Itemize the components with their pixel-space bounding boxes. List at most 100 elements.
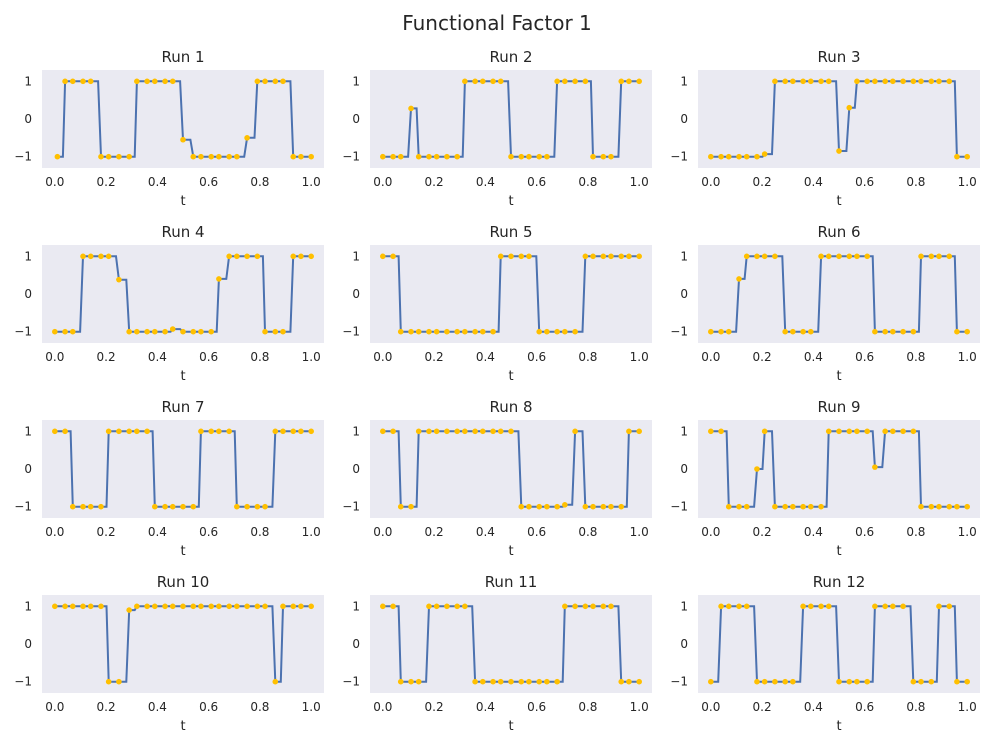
data-point: [162, 78, 168, 85]
data-point: [736, 153, 742, 160]
data-point: [964, 678, 970, 685]
data-point: [380, 428, 386, 435]
data-point: [490, 678, 496, 685]
x-tick-label: 0.8: [578, 350, 597, 364]
x-tick-label: 0.4: [476, 350, 495, 364]
data-point: [144, 428, 150, 435]
x-tick-label: 0.2: [753, 350, 772, 364]
data-point: [308, 603, 314, 610]
data-point: [808, 78, 814, 85]
data-point: [280, 328, 286, 335]
data-point: [144, 328, 150, 335]
data-point: [900, 428, 906, 435]
y-tick-label: 0: [680, 112, 688, 126]
data-point: [536, 328, 542, 335]
x-tick-label: 0.8: [906, 350, 925, 364]
data-point: [608, 503, 614, 510]
data-point: [462, 428, 468, 435]
panel-title: Run 7: [161, 398, 204, 416]
data-point: [562, 78, 568, 85]
data-point: [415, 428, 422, 435]
data-point: [54, 153, 61, 160]
data-point: [518, 253, 525, 260]
data-point: [426, 328, 432, 335]
data-point: [846, 104, 853, 111]
x-tick-label: 1.0: [302, 525, 321, 539]
y-tick-label: −1: [14, 675, 32, 689]
plot-area: [42, 245, 324, 343]
data-point: [152, 328, 158, 335]
data-point: [618, 678, 625, 685]
data-point: [180, 136, 186, 143]
data-point: [397, 678, 404, 685]
y-tick-label: 0: [352, 112, 360, 126]
data-point: [846, 678, 853, 685]
data-point: [216, 428, 222, 435]
data-point: [390, 428, 396, 435]
panel-run-12: Run 12 0.0 0.2 0.4 0.6 0.8 1.0 −1 0 1 t: [670, 573, 980, 734]
data-point: [87, 253, 94, 260]
x-tick-label: 0.0: [701, 175, 720, 189]
y-tick-label: 0: [24, 637, 32, 651]
panel-run-3: Run 3 0.0 0.2 0.4 0.6 0.8 1.0 −1 0 1 t: [670, 48, 980, 209]
data-point: [854, 78, 860, 85]
panel-title: Run 11: [485, 573, 538, 591]
data-point: [910, 78, 917, 85]
x-tick-label: 0.6: [855, 700, 874, 714]
data-point: [946, 603, 953, 610]
data-point: [872, 78, 878, 85]
data-point: [582, 503, 589, 510]
data-point: [910, 328, 917, 335]
data-point: [825, 603, 832, 610]
data-point: [608, 153, 614, 160]
data-point: [198, 428, 204, 435]
data-point: [69, 78, 76, 85]
x-axis-label: t: [836, 194, 841, 209]
data-point: [454, 328, 460, 335]
data-point: [772, 253, 778, 260]
x-tick-label: 0.0: [373, 350, 392, 364]
data-point: [126, 428, 132, 435]
data-point: [554, 678, 560, 685]
data-point: [226, 428, 232, 435]
data-point: [80, 253, 86, 260]
x-tick-label: 1.0: [630, 350, 649, 364]
data-point: [152, 503, 158, 510]
data-point: [725, 503, 732, 510]
panel-title: Run 3: [817, 48, 860, 66]
data-point: [725, 328, 732, 335]
data-point: [928, 503, 935, 510]
data-point: [180, 603, 186, 610]
data-point: [134, 328, 140, 335]
x-tick-label: 0.2: [97, 700, 116, 714]
data-point: [582, 603, 589, 610]
data-point: [618, 253, 625, 260]
data-point: [98, 253, 104, 260]
data-point: [444, 603, 450, 610]
data-point: [900, 78, 906, 85]
panel-run-4: Run 4 0.0 0.2 0.4 0.6 0.8 1.0 −1 0 1 t: [14, 223, 324, 384]
data-point: [636, 678, 642, 685]
data-point: [290, 153, 297, 160]
data-point: [736, 603, 742, 610]
x-tick-label: 0.2: [753, 175, 772, 189]
data-point: [572, 78, 578, 85]
data-point: [864, 678, 870, 685]
data-point: [800, 78, 806, 85]
panel-run-2: Run 2 0.0 0.2 0.4 0.6 0.8 1.0 −1 0 1 t: [342, 48, 652, 209]
x-tick-label: 0.6: [855, 350, 874, 364]
y-tick-label: 0: [24, 112, 32, 126]
data-point: [910, 678, 917, 685]
data-point: [169, 603, 176, 610]
data-point: [290, 428, 297, 435]
data-point: [134, 78, 140, 85]
data-point: [169, 78, 176, 85]
x-axis-label: t: [836, 369, 841, 384]
y-tick-label: 0: [680, 462, 688, 476]
x-tick-label: 0.4: [148, 525, 167, 539]
data-point: [62, 428, 68, 435]
data-point: [846, 253, 853, 260]
x-tick-label: 0.2: [97, 175, 116, 189]
data-point: [818, 253, 824, 260]
data-point: [98, 153, 104, 160]
